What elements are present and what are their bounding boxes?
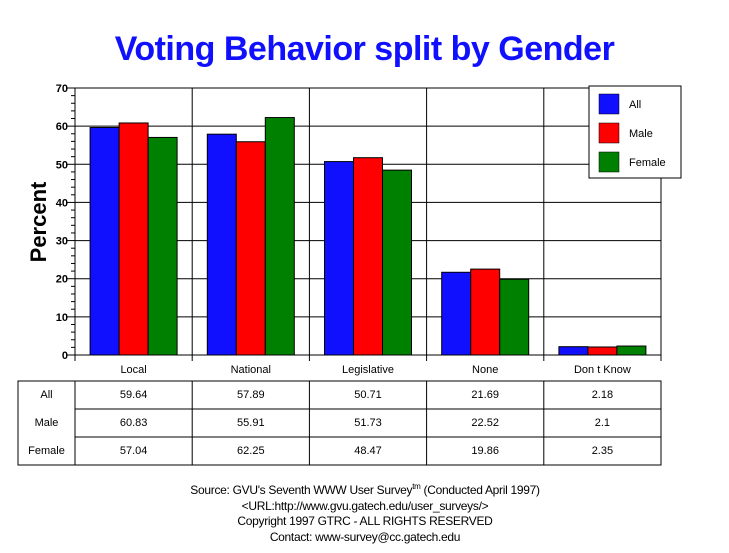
y-tick-labels: 0 10 20 30 40 50 60 70 xyxy=(56,83,68,362)
table-cell: 62.25 xyxy=(237,445,265,457)
x-tick-labels: Local National Legislative None Don t Know xyxy=(120,364,630,376)
source-text: Source: GVU's Seventh WWW User Survey xyxy=(190,483,413,497)
bar-all-none xyxy=(441,271,472,356)
legend: All Male Female xyxy=(588,85,682,179)
table-cell: 2.18 xyxy=(592,389,613,401)
bar-all-legislative xyxy=(324,161,354,356)
legend-swatch-male xyxy=(598,122,620,144)
y-tick-label: 0 xyxy=(62,350,68,362)
y-axis-label: Percent xyxy=(26,181,51,262)
bar-male-local xyxy=(118,122,149,356)
legend-label-male: Male xyxy=(629,128,653,140)
table-row-label: Female xyxy=(28,445,65,457)
source-line: Source: GVU's Seventh WWW User Surveytm … xyxy=(120,479,610,499)
bars xyxy=(89,117,647,356)
data-table: All 59.64 57.89 50.71 21.69 2.18 Male 60.83 55.9… xyxy=(17,380,662,466)
y-tick-label: 40 xyxy=(56,197,68,209)
chart-title: Voting Behavior split by Gender xyxy=(114,30,615,68)
y-tick-label: 70 xyxy=(56,83,68,95)
x-tick-label: Don t Know xyxy=(574,364,631,376)
table-cell: 57.89 xyxy=(237,389,265,401)
x-tick-label: Legislative xyxy=(342,364,394,376)
table-cell: 50.71 xyxy=(354,389,382,401)
bar-female-national xyxy=(264,117,295,356)
bar-male-none xyxy=(470,268,501,356)
table-cell: 51.73 xyxy=(354,417,382,429)
axes xyxy=(67,87,661,361)
table-cell: 22.52 xyxy=(471,417,499,429)
legend-label-female: Female xyxy=(629,157,666,169)
legend-swatch-all xyxy=(598,93,620,115)
bar-male-don-t-know xyxy=(587,346,618,356)
table-cell: 55.91 xyxy=(237,417,265,429)
x-tick-label: Local xyxy=(120,364,146,376)
contact-line: Contact: www-survey@cc.gatech.edu xyxy=(269,529,461,544)
bar-all-national xyxy=(206,133,237,356)
table-cell: 48.47 xyxy=(354,445,382,457)
bar-all-don-t-know xyxy=(558,346,589,356)
legend-label-all: All xyxy=(629,99,641,111)
table-row-label: All xyxy=(40,389,52,401)
table-cell: 2.35 xyxy=(592,445,613,457)
legend-swatch-female xyxy=(598,151,620,173)
y-tick-label: 30 xyxy=(56,236,68,248)
y-tick-label: 60 xyxy=(56,121,68,133)
bar-male-national xyxy=(235,141,266,356)
bar-all-local xyxy=(89,127,120,356)
bar-female-legislative xyxy=(382,169,412,356)
y-tick-label: 50 xyxy=(56,159,68,171)
source-date: (Conducted April 1997) xyxy=(420,483,540,497)
x-tick-label: National xyxy=(231,364,271,376)
table-cell: 19.86 xyxy=(471,445,499,457)
bar-female-none xyxy=(499,278,530,356)
url-line: <URL:http://www.gvu.gatech.edu/user_surv… xyxy=(241,498,489,513)
bar-female-local xyxy=(147,136,178,356)
trademark-sup: tm xyxy=(412,482,421,491)
table-border xyxy=(17,380,662,466)
copyright-line: Copyright 1997 GTRC - ALL RIGHTS RESERVE… xyxy=(237,514,493,528)
table-cell: 21.69 xyxy=(471,389,499,401)
table-cell: 59.64 xyxy=(120,389,148,401)
table-cell: 57.04 xyxy=(120,445,148,457)
table-cell: 60.83 xyxy=(120,417,148,429)
table-cell: 2.1 xyxy=(595,417,610,429)
bar-male-legislative xyxy=(353,157,383,356)
y-tick-label: 20 xyxy=(56,274,68,286)
footer: Source: GVU's Seventh WWW User Surveytm … xyxy=(120,479,610,545)
x-tick-label: None xyxy=(472,364,498,376)
table-row-label: Male xyxy=(35,417,59,429)
y-tick-label: 10 xyxy=(56,312,68,324)
bar-female-don-t-know xyxy=(616,345,647,356)
